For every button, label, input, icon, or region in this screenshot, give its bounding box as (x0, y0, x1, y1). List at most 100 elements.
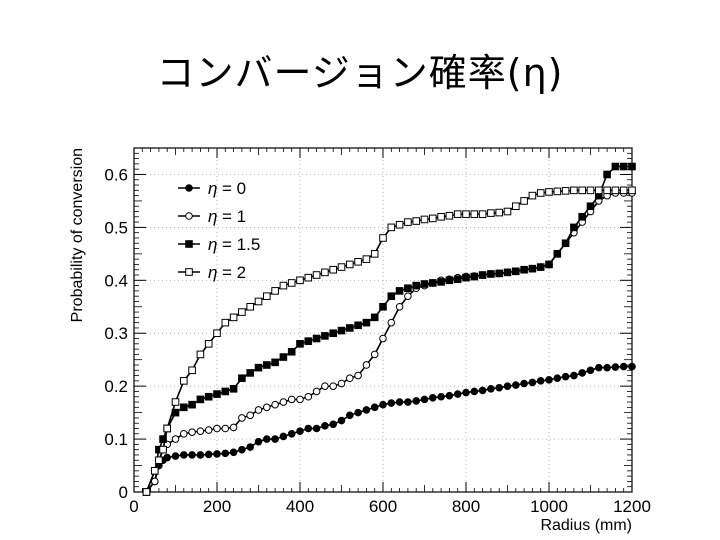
data-point (279, 398, 288, 406)
data-point (429, 279, 437, 287)
data-point (528, 191, 537, 200)
data-point (362, 406, 371, 414)
data-point (171, 452, 180, 460)
legend-marker (185, 212, 193, 220)
data-point (478, 271, 487, 279)
data-point (329, 265, 337, 274)
data-point (150, 477, 159, 486)
data-point (196, 451, 205, 459)
data-point (628, 362, 636, 371)
data-point (304, 424, 313, 433)
data-point (196, 427, 205, 435)
data-point (487, 209, 495, 217)
data-point (420, 395, 429, 404)
data-point (420, 215, 429, 224)
data-point (254, 363, 263, 372)
data-point (213, 450, 221, 458)
data-point (271, 287, 279, 295)
data-point (404, 398, 412, 406)
data-point (561, 187, 570, 195)
data-point (445, 211, 454, 220)
data-point (553, 374, 562, 383)
data-point (188, 366, 196, 375)
data-point (512, 202, 520, 211)
data-point (611, 186, 620, 195)
data-point (453, 390, 462, 398)
data-point (329, 420, 338, 429)
data-point (462, 210, 470, 218)
data-point (346, 324, 354, 332)
data-point (229, 385, 238, 393)
data-point (163, 453, 171, 462)
data-point (296, 395, 304, 404)
data-point (263, 292, 271, 300)
data-point (304, 337, 313, 345)
data-point (611, 363, 620, 371)
series-3 (142, 186, 636, 496)
data-point (287, 429, 296, 438)
grid-lines (134, 148, 632, 492)
data-point (404, 292, 412, 300)
data-point (362, 361, 371, 369)
data-point (553, 250, 562, 258)
data-point (337, 326, 346, 335)
legend-label: = 1 (222, 207, 246, 226)
data-point (611, 162, 620, 171)
data-point (586, 366, 595, 375)
data-point (370, 350, 379, 359)
data-point (171, 398, 180, 406)
data-point (150, 467, 159, 475)
data-point (412, 217, 420, 225)
legend-marker (185, 268, 193, 276)
data-point (503, 268, 512, 277)
data-point (263, 435, 271, 443)
series-line (145, 189, 632, 493)
data-point (221, 449, 230, 458)
data-point (487, 385, 495, 393)
legend-marker (185, 240, 193, 248)
data-point (445, 276, 454, 285)
data-point (337, 379, 346, 388)
data-point (354, 257, 362, 266)
data-point (238, 445, 246, 454)
data-point (321, 268, 329, 277)
y-axis-label: Probability of conversion (69, 148, 86, 322)
data-point (495, 383, 504, 392)
data-point (370, 250, 379, 258)
data-point (213, 329, 221, 338)
data-point (296, 427, 304, 435)
data-point (213, 424, 221, 433)
series-0 (142, 362, 636, 496)
data-point (470, 387, 479, 396)
data-point (321, 382, 329, 390)
data-point (180, 377, 188, 385)
data-point (188, 451, 196, 459)
series-line (145, 192, 632, 493)
data-point (437, 278, 445, 286)
data-point (263, 361, 271, 369)
data-point (238, 414, 246, 422)
data-point (395, 398, 404, 406)
data-point (204, 340, 213, 348)
data-point (553, 187, 562, 196)
data-point (578, 369, 587, 377)
data-point (346, 374, 354, 383)
data-point (603, 363, 611, 372)
data-point (337, 263, 346, 271)
data-point (387, 399, 396, 407)
data-point (412, 397, 421, 405)
data-point (337, 416, 346, 425)
legend-entry: η = 2 (178, 263, 246, 282)
data-point (159, 445, 167, 454)
data-point (536, 263, 545, 271)
data-point (221, 318, 230, 327)
data-point (387, 292, 396, 300)
data-point (379, 400, 387, 409)
data-point (570, 223, 578, 232)
data-point (395, 220, 404, 229)
data-point (595, 186, 603, 195)
legend-symbol: η (208, 207, 217, 226)
legend-label: = 1.5 (222, 235, 260, 254)
legend-label: = 2 (222, 263, 246, 282)
data-point (204, 450, 213, 459)
